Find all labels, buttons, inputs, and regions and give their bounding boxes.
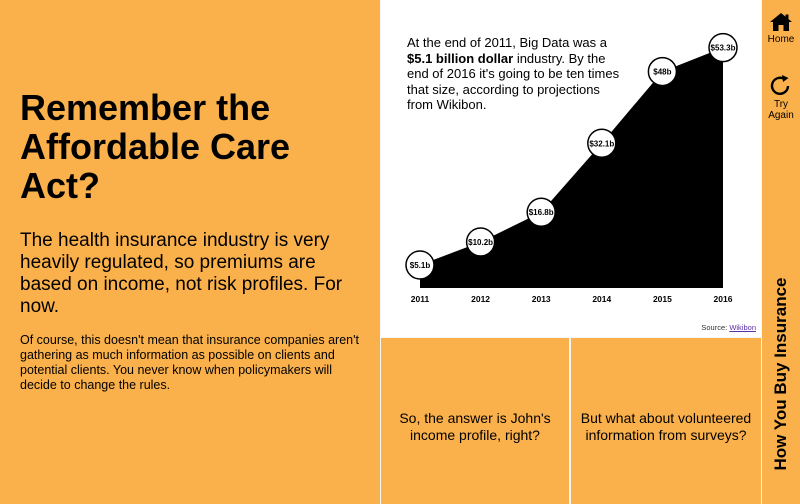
choice-button-surveys[interactable]: But what about volunteered information f… — [571, 338, 761, 504]
refresh-icon — [770, 75, 790, 95]
try-again-label: Try Again — [768, 99, 794, 121]
data-point: $16.8b — [526, 197, 556, 227]
data-label: $16.8b — [529, 208, 554, 217]
chart-annotation-text-1: At the end of 2011, Big Data was a — [407, 35, 607, 50]
data-label: $32.1b — [589, 139, 614, 148]
data-point: $53.3b — [708, 32, 738, 63]
source-link[interactable]: Wikibon — [729, 323, 756, 332]
home-button[interactable]: Home — [762, 12, 800, 45]
chart-area — [420, 47, 723, 289]
chart-annotation-bold: $5.1 billion dollar — [407, 50, 514, 66]
left-panel: Remember the Affordable Care Act? The he… — [0, 0, 380, 504]
data-point: $48b — [647, 56, 678, 87]
choice-button-income-profile[interactable]: So, the answer is John's income profile,… — [381, 338, 569, 504]
data-point-marker — [708, 32, 738, 63]
data-point-marker — [587, 128, 617, 159]
chart-annotation: At the end of 2011, Big Data was a $5.1 … — [407, 35, 627, 113]
right-sidebar: Home Try Again How You Buy Insurance — [762, 0, 800, 504]
x-tick-label: 2012 — [471, 294, 490, 304]
x-tick-label: 2013 — [532, 294, 551, 304]
data-point-marker — [526, 197, 556, 227]
data-label: $5.1b — [410, 261, 431, 270]
home-label: Home — [767, 34, 795, 45]
source-label: Source: — [701, 323, 730, 332]
data-point-marker — [647, 56, 678, 87]
data-label: $10.2b — [468, 238, 493, 247]
source-credit: Source: Wikibon — [701, 323, 756, 332]
data-point-marker — [465, 227, 496, 257]
home-icon — [770, 13, 792, 31]
data-label: $53.3b — [711, 44, 736, 53]
lead-paragraph: The health insurance industry is very he… — [20, 230, 343, 317]
data-point: $5.1b — [405, 250, 435, 280]
headline: Remember the Affordable Care Act? — [20, 87, 291, 206]
x-tick-label: 2014 — [592, 294, 611, 304]
x-tick-label: 2015 — [653, 294, 672, 304]
try-again-button[interactable]: Try Again — [762, 73, 800, 121]
x-tick-label: 2011 — [411, 294, 430, 304]
chart-annotation-text-2: industry. By the end of 2016 it's going … — [407, 50, 620, 113]
data-point: $32.1b — [587, 128, 617, 159]
data-label: $48b — [653, 68, 671, 77]
section-title: How You Buy Insurance — [762, 254, 800, 494]
data-point-marker — [405, 250, 435, 280]
body-paragraph: Of course, this doesn't mean that insura… — [20, 333, 359, 392]
section-title-text: How You Buy Insurance — [771, 277, 790, 471]
data-point: $10.2b — [465, 227, 496, 257]
x-tick-label: 2016 — [714, 294, 733, 304]
chart-panel: 2011 2012 2013 2014 2015 2016 $5.1b $10.2b $16.8… — [381, 0, 761, 337]
chart: 2011 2012 2013 2014 2015 2016 $5.1b $10.2b $16.8… — [405, 32, 738, 304]
